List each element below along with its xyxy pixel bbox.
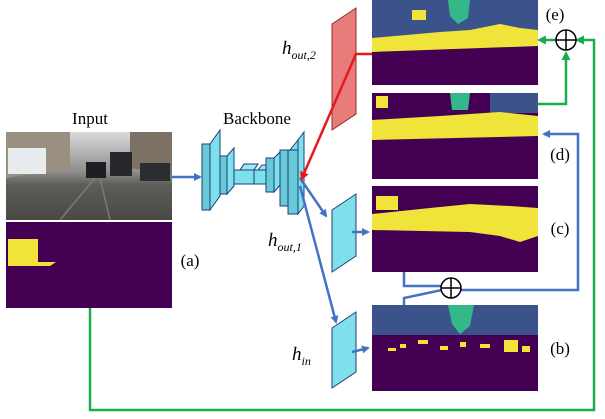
label-a: (a)	[181, 251, 200, 270]
segmentation-map-c	[372, 186, 538, 272]
input-street-photo	[6, 132, 172, 221]
math-h-in: hin	[292, 344, 311, 368]
math-h-out1: hout,1	[268, 230, 302, 254]
input-label: Input	[72, 109, 108, 128]
head-layer-in	[331, 311, 357, 389]
green-arrows	[88, 35, 596, 412]
backbone-network	[201, 128, 305, 216]
label-e: (e)	[546, 5, 565, 24]
backbone-label: Backbone	[223, 109, 291, 128]
blue-arrows	[172, 130, 580, 354]
sum-operator-upper	[555, 29, 577, 51]
head-layer-out1	[331, 193, 357, 273]
red-arrows	[300, 52, 372, 181]
sum-operator-lower	[440, 277, 462, 299]
segmentation-map-b	[372, 305, 538, 391]
segmentation-map-a	[6, 222, 172, 308]
label-c: (c)	[551, 219, 570, 238]
segmentation-map-e	[372, 0, 538, 85]
head-layer-out2	[331, 7, 357, 131]
math-h-out2: hout,2	[282, 38, 316, 62]
label-d: (d)	[550, 145, 570, 164]
segmentation-map-d	[372, 93, 538, 179]
label-b: (b)	[550, 339, 570, 358]
